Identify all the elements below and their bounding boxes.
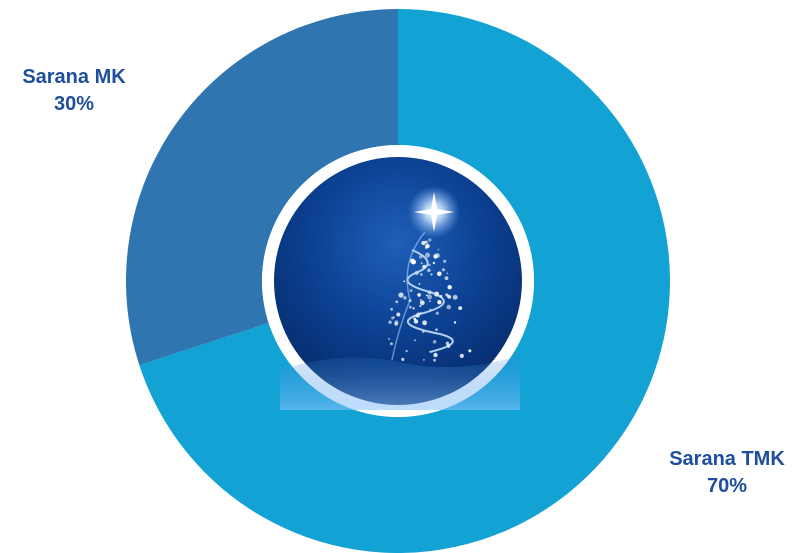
slice-label-value: 70% (706, 475, 748, 497)
slice-label-value: 30% (53, 93, 95, 115)
slice-label-sarana-tmk: Sarana TMK 70% (652, 446, 801, 500)
slice-label-name: Sarana MK (22, 66, 126, 88)
slice-label-sarana-mk: Sarana MK 30% (8, 64, 140, 118)
pie-slice-sarana-tmk (139, 9, 670, 553)
pie-slice-sarana-mk (125, 9, 398, 366)
slices-layer (125, 9, 670, 553)
christmas-tree-illustration (274, 157, 522, 410)
slice-label-name: Sarana TMK (669, 448, 785, 470)
